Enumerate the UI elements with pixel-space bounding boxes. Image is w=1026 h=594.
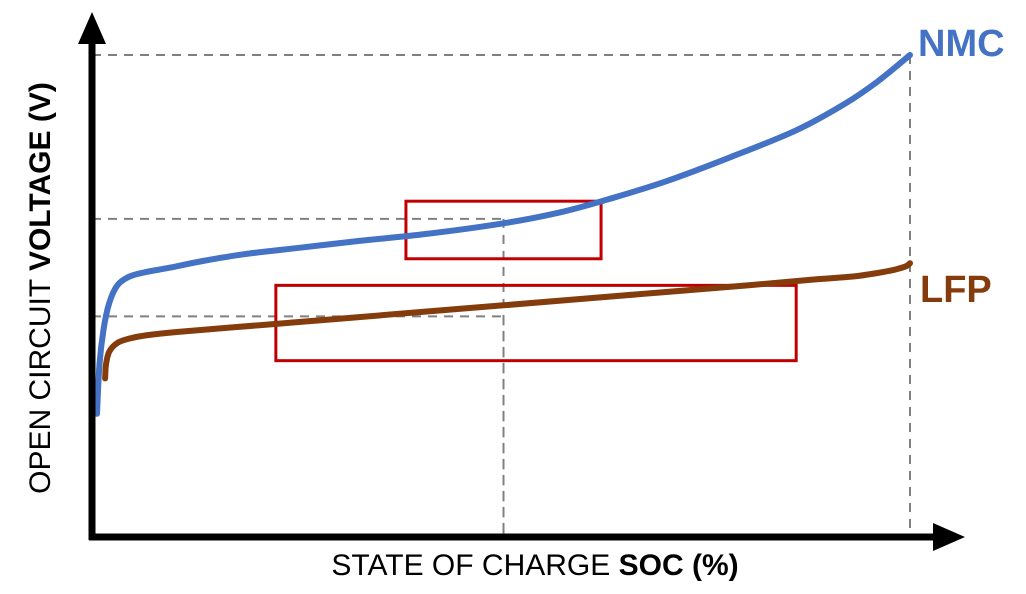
series-label-lfp: LFP [920, 269, 992, 311]
highlight-box-1 [274, 283, 798, 363]
series-line-lfp [102, 260, 913, 382]
x-axis-label-bold: SOC (%) [619, 549, 739, 582]
axes [78, 12, 965, 551]
x-axis-label-normal: STATE OF CHARGE [331, 549, 618, 582]
y-axis-label-normal: OPEN CIRCUIT [24, 271, 57, 494]
reference-lines [92, 54, 911, 537]
y-axis-label: OPEN CIRCUIT VOLTAGE (V) [24, 82, 57, 494]
highlight-boxes [274, 199, 798, 363]
highlight-box-0 [404, 199, 603, 261]
y-axis-label-bold: VOLTAGE (V) [24, 82, 57, 271]
x-axis-arrow [933, 523, 965, 551]
x-axis-label: STATE OF CHARGE SOC (%) [331, 549, 738, 582]
series-line-nmc [94, 52, 913, 417]
series-label-nmc: NMC [918, 23, 1005, 65]
series-lines [94, 52, 913, 417]
y-axis-arrow [78, 12, 106, 44]
